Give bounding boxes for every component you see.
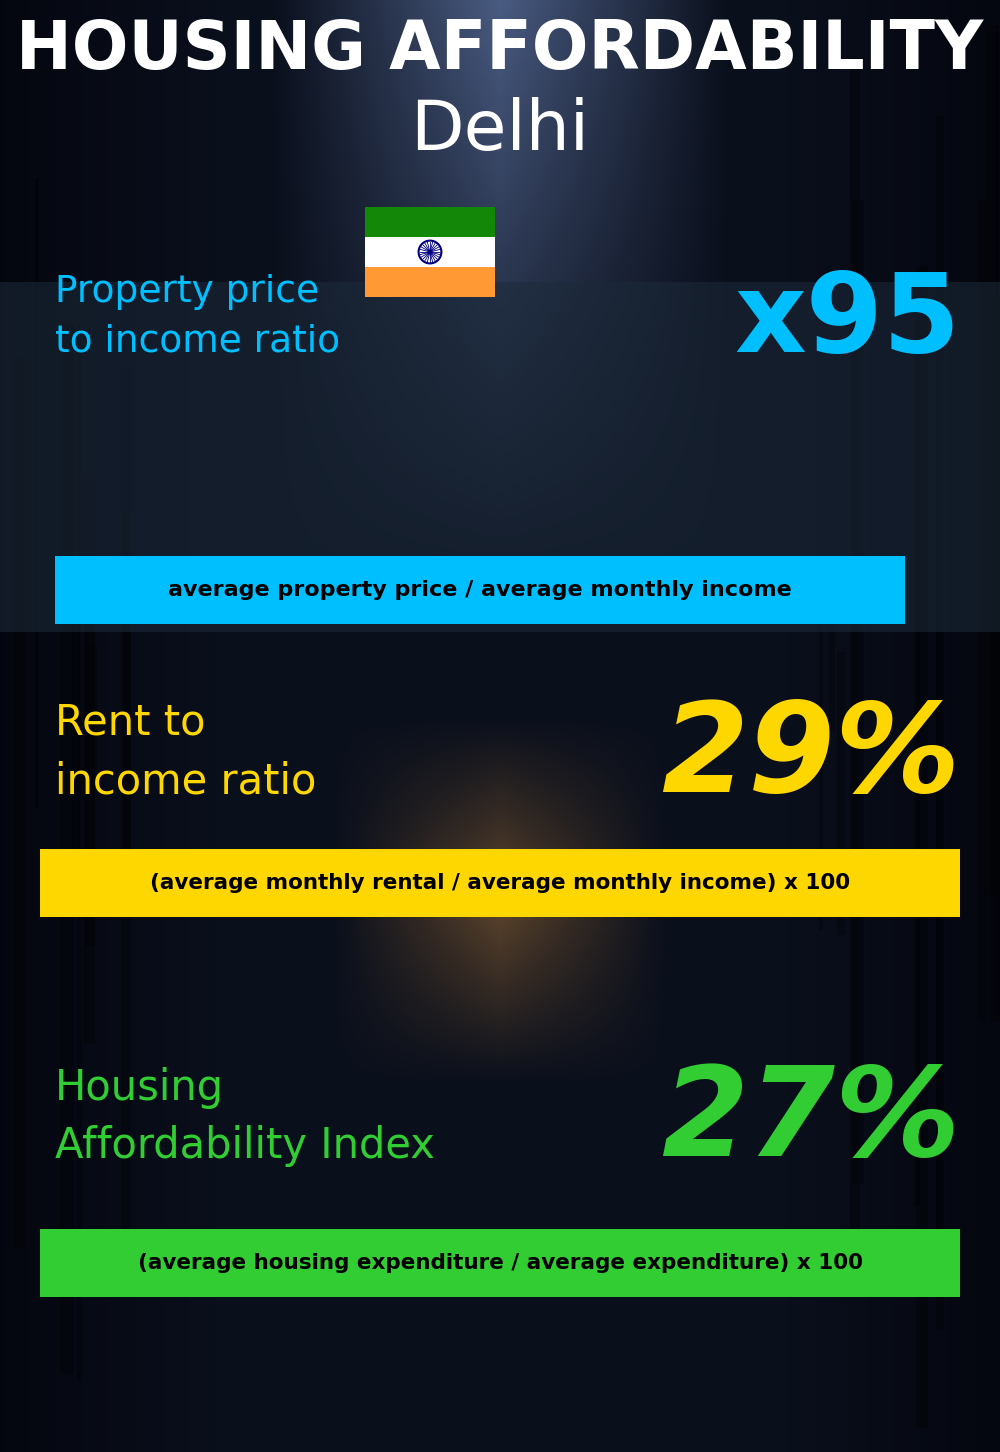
Text: (average monthly rental / average monthly income) x 100: (average monthly rental / average monthl…	[150, 873, 850, 893]
Bar	[40, 1228, 960, 1297]
Text: Housing
Affordability Index: Housing Affordability Index	[55, 1067, 435, 1167]
Text: Rent to
income ratio: Rent to income ratio	[55, 701, 316, 803]
Bar	[40, 849, 960, 918]
Text: 29%: 29%	[661, 697, 960, 817]
Bar	[55, 556, 905, 624]
Circle shape	[429, 251, 431, 253]
Text: 27%: 27%	[661, 1061, 960, 1182]
FancyBboxPatch shape	[0, 282, 1000, 632]
Text: Property price
to income ratio: Property price to income ratio	[55, 274, 340, 360]
Text: x95: x95	[734, 269, 960, 376]
Text: average property price / average monthly income: average property price / average monthly…	[168, 579, 792, 600]
Bar	[365, 267, 495, 298]
Text: Delhi: Delhi	[411, 97, 590, 164]
Text: (average housing expenditure / average expenditure) x 100: (average housing expenditure / average e…	[138, 1253, 862, 1273]
Bar	[365, 237, 495, 267]
Text: HOUSING AFFORDABILITY: HOUSING AFFORDABILITY	[16, 17, 984, 83]
Bar	[365, 208, 495, 237]
